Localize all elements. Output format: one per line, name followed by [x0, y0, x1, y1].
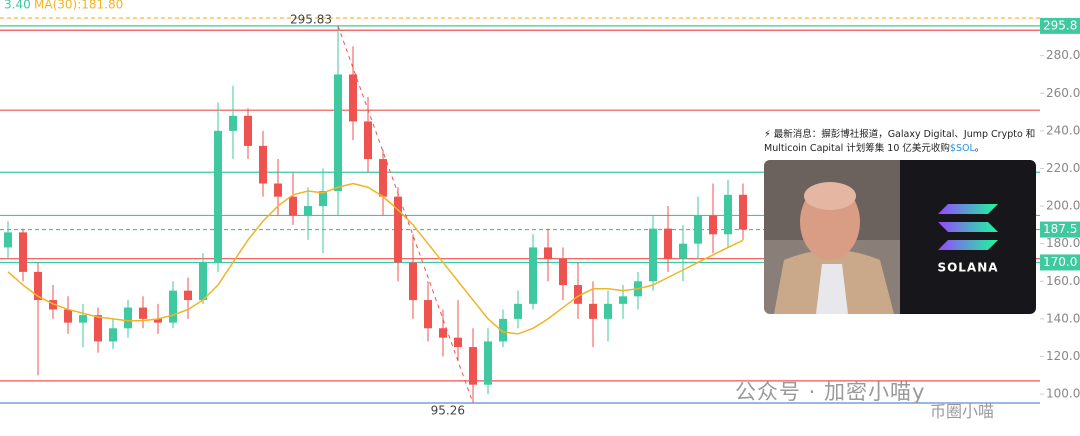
candle-body: [424, 300, 432, 329]
candle-body: [439, 328, 447, 338]
level-label: 295.8: [1043, 18, 1077, 32]
candle-body: [94, 315, 102, 342]
candle-body: [529, 247, 537, 304]
candle-body: [4, 232, 12, 248]
y-tick-label: 220.00: [1046, 161, 1080, 175]
candle-body: [484, 341, 492, 385]
candle-body: [379, 159, 387, 197]
candle-body: [169, 290, 177, 323]
candle-body: [604, 303, 612, 319]
level-label-box: [1040, 17, 1080, 34]
candle-body: [289, 196, 297, 216]
y-tick-label: 180.00: [1046, 236, 1080, 250]
header-value: 3.40: [4, 0, 31, 12]
y-tick-label: 120.00: [1046, 349, 1080, 363]
candle-body: [34, 271, 42, 301]
candle-body: [514, 303, 522, 319]
candle-body: [364, 121, 372, 160]
candle-body: [589, 303, 597, 319]
candle-body: [679, 243, 687, 259]
candle-body: [499, 318, 507, 342]
candle-body: [304, 206, 312, 216]
low-label: 95.26: [431, 403, 465, 417]
photo: [764, 160, 900, 314]
candle-body: [394, 196, 402, 263]
candle-body: [349, 74, 357, 122]
level-label: 187.5: [1043, 222, 1077, 236]
news-ticker: $SOL: [949, 143, 975, 154]
y-tick-label: 280.00: [1046, 48, 1080, 62]
news-card: ⚡ 最新消息：摒彭博社报道，Galaxy Digital、Jump Crypto…: [764, 128, 1036, 314]
candle-body: [124, 307, 132, 329]
y-tick-label: 260.00: [1046, 86, 1080, 100]
logo-text: SOLANA: [937, 261, 998, 275]
candle-body: [259, 145, 267, 184]
candle-body: [229, 115, 237, 131]
ma-line: [7, 182, 744, 335]
candle-body: [244, 115, 252, 146]
candle-body: [619, 296, 627, 304]
candle-body: [409, 262, 417, 301]
candle-body: [559, 258, 567, 286]
candle-body: [319, 191, 327, 207]
candle-body: [109, 328, 117, 342]
level-label-box: [1040, 221, 1080, 238]
candle-body: [49, 300, 57, 310]
candle-body: [64, 309, 72, 323]
candle-body: [574, 285, 582, 304]
candle-body: [154, 318, 162, 323]
candle-body: [199, 262, 207, 301]
news-suffix: 。: [974, 143, 985, 154]
watermark-2: 币圈小喵: [930, 402, 995, 421]
candle-body: [334, 74, 342, 192]
candle-body: [469, 347, 477, 385]
candle-body: [664, 228, 672, 259]
high-label: 295.83: [290, 12, 332, 26]
news-image: SOLANA: [764, 160, 1036, 314]
axis-area: [1040, 0, 1080, 436]
level-label-box: [1040, 254, 1080, 271]
y-tick-label: 100.00: [1046, 387, 1080, 401]
candle-body: [649, 228, 657, 282]
news-prefix: ⚡ 最新消息：摒彭博社报道，Galaxy Digital、Jump Crypto…: [764, 129, 1036, 154]
candle-body: [139, 307, 147, 319]
candle-body: [79, 315, 87, 323]
candle-body: [694, 215, 702, 244]
trend-line: [337, 25, 474, 404]
candle-body: [454, 337, 462, 348]
news-text: ⚡ 最新消息：摒彭博社报道，Galaxy Digital、Jump Crypto…: [764, 128, 1036, 156]
y-tick-label: 140.00: [1046, 311, 1080, 325]
logo-panel: SOLANA: [900, 160, 1036, 314]
candle-body: [739, 194, 747, 230]
candle-body: [274, 183, 282, 197]
y-tick-label: 240.00: [1046, 123, 1080, 137]
level-label: 170.0: [1043, 255, 1077, 269]
candle-body: [724, 194, 732, 235]
candle-body: [709, 215, 717, 235]
candle-body: [214, 130, 222, 263]
candle-body: [184, 290, 192, 301]
candle-body: [19, 232, 27, 272]
watermark: 公众号 · 加密小喵y: [735, 380, 926, 404]
y-tick-label: 200.00: [1046, 199, 1080, 213]
y-tick-label: 160.00: [1046, 274, 1080, 288]
ma-legend: MA(30):181.80: [34, 0, 123, 12]
candle-body: [544, 247, 552, 259]
